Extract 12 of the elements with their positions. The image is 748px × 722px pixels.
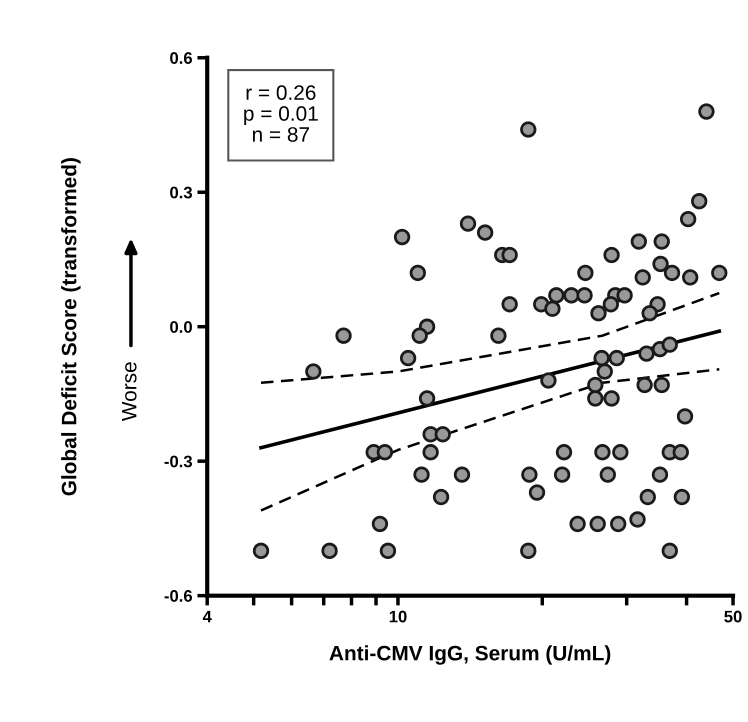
text: Worse [122, 362, 137, 422]
y-tick-label: -0.6 [164, 590, 192, 602]
x-tick-label: 50 [724, 610, 742, 622]
x-tick-label: 10 [390, 610, 407, 622]
annotation: r = 0.26 p = 0.01 n = 87 [244, 85, 318, 142]
x-axis-title: Anti-CMV IgG, Serum (U/mL) [329, 645, 610, 665]
y-tick-label: -0.3 [164, 456, 192, 468]
y-tick-label: 0.3 [170, 186, 192, 198]
y-tick-label: 0.6 [170, 52, 192, 64]
y-tick-label: 0.0 [170, 321, 192, 333]
y-axis-title: Global Deficit Score (transformed) [61, 158, 81, 496]
x-tick-label: 4 [202, 610, 212, 622]
